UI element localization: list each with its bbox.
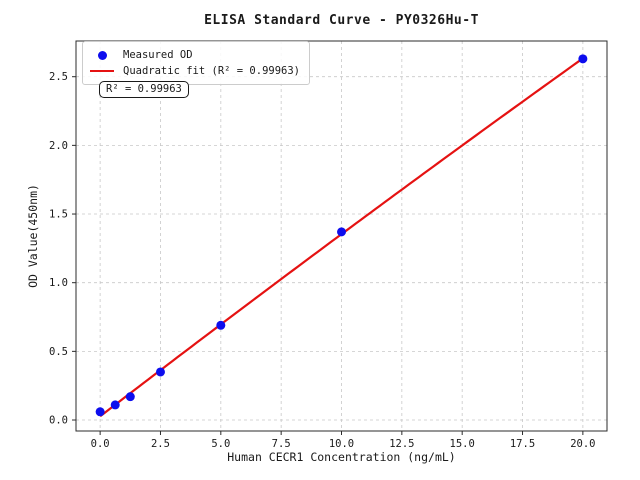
y-tick-label: 1.0	[49, 277, 68, 289]
r-squared-annotation: R² = 0.99963	[99, 81, 189, 98]
data-point	[125, 392, 135, 402]
y-tick-label: 2.0	[49, 140, 68, 152]
y-tick-label: 2.5	[49, 71, 68, 83]
x-tick-label: 0.0	[91, 438, 110, 450]
y-tick-label: 0.5	[49, 346, 68, 358]
quadratic-fit-line	[99, 57, 584, 418]
x-tick-label: 7.5	[272, 438, 291, 450]
x-tick-label: 12.5	[389, 438, 414, 450]
y-tick-label: 1.5	[49, 209, 68, 221]
x-tick-label: 2.5	[151, 438, 170, 450]
legend-item-quadratic-fit: Quadratic fit (R² = 0.99963)	[88, 63, 300, 79]
y-axis-label: OD Value(450nm)	[26, 184, 40, 288]
chart-title: ELISA Standard Curve - PY0326Hu-T	[204, 13, 479, 28]
measured-od-dot-icon	[97, 50, 107, 60]
data-point	[95, 407, 105, 417]
legend-item-measured-od: Measured OD	[88, 47, 300, 63]
legend-marker-wrap	[88, 50, 116, 60]
x-tick-label: 15.0	[450, 438, 475, 450]
legend-label-measured-od: Measured OD	[123, 49, 193, 61]
legend-marker-wrap	[88, 69, 116, 73]
data-point	[337, 227, 346, 237]
legend-label-quadratic-fit: Quadratic fit (R² = 0.99963)	[123, 65, 301, 77]
data-point	[578, 54, 588, 64]
data-point	[155, 367, 165, 377]
y-tick-label: 0.0	[49, 415, 68, 427]
x-tick-label: 20.0	[570, 438, 595, 450]
data-point	[216, 320, 226, 330]
data-point	[110, 400, 120, 410]
quadratic-fit-line-icon	[90, 69, 114, 73]
x-tick-label: 10.0	[329, 438, 354, 450]
x-tick-label: 17.5	[510, 438, 535, 450]
legend: Measured OD Quadratic fit (R² = 0.99963)	[82, 41, 311, 85]
x-axis-label: Human CECR1 Concentration (ng/mL)	[227, 450, 456, 464]
x-tick-label: 5.0	[211, 438, 230, 450]
